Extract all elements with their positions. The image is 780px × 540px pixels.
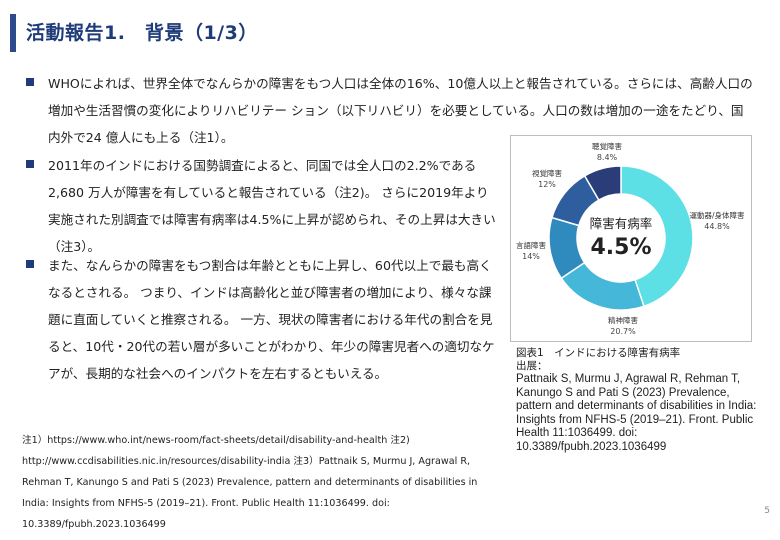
bullet-item-census: 2011年のインドにおける国勢調査によると、同国では全人口の2.2%である2,6… bbox=[26, 152, 496, 260]
chart-center-label: 障害有病率 bbox=[590, 216, 653, 231]
page-number: 5 bbox=[764, 506, 770, 516]
bullet-square-icon bbox=[26, 160, 34, 168]
page-title: 活動報告1. 背景（1/3） bbox=[26, 22, 258, 44]
footnote: 注1）https://www.who.int/news-room/fact-sh… bbox=[22, 435, 478, 530]
caption-source-text: Pattnaik S, Murmu J, Agrawal R, Rehman T… bbox=[516, 373, 757, 453]
slice-value-label: 14% bbox=[522, 252, 540, 261]
title-accent-bar bbox=[10, 14, 16, 52]
slice-category-label: 言語障害 bbox=[516, 240, 546, 250]
slice-value-label: 12% bbox=[538, 180, 556, 189]
slice-category-label: 運動器/身体障害 bbox=[689, 210, 745, 220]
donut-chart-svg: 運動器/身体障害 44.8% 精神障害 20.7% 言語障害 14% 視覚障害 12% 聴覚障害… bbox=[516, 141, 745, 336]
chart-center-value: 4.5% bbox=[590, 235, 651, 260]
slice-value-label: 44.8% bbox=[704, 222, 730, 231]
donut-slice bbox=[620, 165, 694, 308]
bullet-item-age: また、なんらかの障害をもつ割合は年齢とともに上昇し、60代以上で最も高くなるとさ… bbox=[26, 252, 496, 387]
figure-caption: 図表1 インドにおける障害有病率 出展： Pattnaik S, Murmu J… bbox=[516, 347, 766, 454]
donut-slice bbox=[583, 165, 622, 202]
bullet-square-icon bbox=[26, 78, 34, 86]
slice-category-label: 聴覚障害 bbox=[592, 141, 622, 151]
bullet-square-icon bbox=[26, 260, 34, 268]
disability-prevalence-chart: 運動器/身体障害 44.8% 精神障害 20.7% 言語障害 14% 視覚障害 12% 聴覚障害… bbox=[510, 135, 752, 342]
slice-category-label: 視覚障害 bbox=[532, 168, 562, 178]
bullet-item-who: WHOによれば、世界全体でなんらかの障害をもつ人口は全体の16%、10億人以上と… bbox=[26, 70, 756, 151]
caption-source-label: 出展： bbox=[516, 360, 548, 372]
slice-value-label: 8.4% bbox=[597, 153, 618, 162]
bullet-text: また、なんらかの障害をもつ割合は年齢とともに上昇し、60代以上で最も高くなるとさ… bbox=[48, 258, 495, 381]
bullet-text: 2011年のインドにおける国勢調査によると、同国では全人口の2.2%である2,6… bbox=[48, 158, 496, 254]
slice-category-label: 精神障害 bbox=[608, 315, 638, 325]
bullet-text: WHOによれば、世界全体でなんらかの障害をもつ人口は全体の16%、10億人以上と… bbox=[48, 76, 753, 145]
slice-value-label: 20.7% bbox=[610, 327, 636, 336]
caption-title: 図表1 インドにおける障害有病率 bbox=[516, 347, 681, 359]
